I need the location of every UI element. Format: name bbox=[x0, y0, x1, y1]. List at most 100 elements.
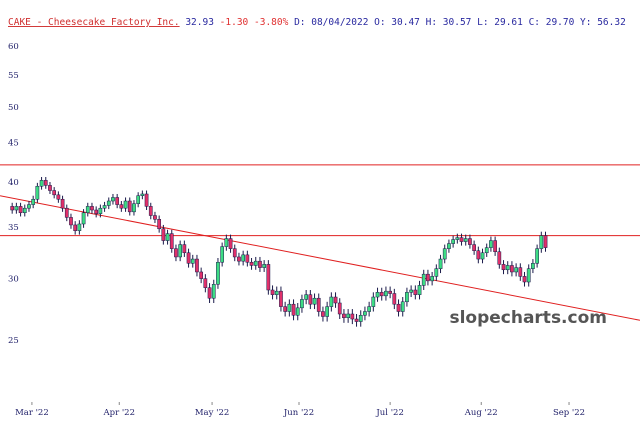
candle-body bbox=[438, 258, 443, 269]
candle-body bbox=[426, 273, 430, 282]
candle-body bbox=[119, 204, 124, 209]
candle-body bbox=[337, 302, 342, 315]
x-tick-label: Apr '22 bbox=[103, 408, 136, 418]
candle-body bbox=[203, 278, 208, 288]
candle-body bbox=[245, 254, 250, 263]
candle-body bbox=[69, 217, 73, 226]
candle-body bbox=[232, 248, 237, 258]
candle-body bbox=[274, 290, 279, 295]
candle-body bbox=[430, 276, 434, 282]
candle-body bbox=[279, 290, 283, 307]
candle-body bbox=[253, 260, 258, 266]
candle-body bbox=[258, 260, 262, 268]
candle-body bbox=[497, 251, 502, 265]
candle-body bbox=[85, 206, 90, 214]
trend-line bbox=[0, 195, 640, 321]
candle-body bbox=[371, 296, 376, 307]
candle-body bbox=[10, 206, 15, 211]
candle-body bbox=[367, 306, 371, 312]
candle-body bbox=[363, 311, 367, 316]
change-pct: -3.80% bbox=[254, 17, 289, 28]
candle-body bbox=[518, 267, 523, 277]
candle-body bbox=[35, 185, 40, 200]
candle-body bbox=[56, 194, 61, 200]
candle-body bbox=[421, 273, 426, 286]
y-tick-label: 45 bbox=[8, 138, 19, 148]
candle-body bbox=[434, 268, 439, 277]
ticker[interactable]: CAKE - Cheesecake Factory Inc. bbox=[8, 17, 180, 28]
watermark: slopecharts.com bbox=[449, 308, 607, 328]
candle-body bbox=[144, 193, 149, 207]
candle-body bbox=[207, 287, 212, 299]
candle-body bbox=[127, 200, 132, 213]
candle-body bbox=[354, 318, 359, 322]
candle-body bbox=[535, 248, 539, 264]
candle-body bbox=[157, 219, 162, 230]
x-tick-label: Jul '22 bbox=[375, 408, 403, 418]
candle-body bbox=[18, 206, 23, 214]
candle-body bbox=[270, 289, 275, 295]
y-tick-label: 50 bbox=[8, 103, 19, 113]
candle-body bbox=[312, 297, 317, 305]
candle-body bbox=[325, 306, 329, 317]
candle-body bbox=[531, 263, 535, 269]
candle-body bbox=[489, 240, 493, 248]
candle-body bbox=[304, 294, 308, 300]
candle-body bbox=[60, 198, 65, 209]
candle-body bbox=[73, 224, 78, 231]
candle-body bbox=[174, 248, 178, 258]
candle-body bbox=[190, 258, 195, 264]
candle-body bbox=[505, 265, 510, 271]
candle-body bbox=[350, 313, 355, 320]
candle-body bbox=[237, 256, 241, 262]
y-tick-label: 40 bbox=[8, 178, 19, 188]
candle-body bbox=[539, 235, 544, 249]
candle-body bbox=[468, 238, 472, 245]
price: 32.93 bbox=[185, 17, 214, 28]
candle-body bbox=[396, 303, 401, 312]
x-tick-label: May '22 bbox=[195, 408, 229, 418]
candle-body bbox=[342, 313, 346, 319]
candle-body bbox=[384, 290, 388, 297]
candle-body bbox=[115, 197, 120, 205]
candle-body bbox=[228, 238, 233, 249]
candle-body bbox=[413, 289, 418, 295]
candle-body bbox=[451, 239, 455, 244]
candle-body bbox=[300, 299, 304, 309]
candle-body bbox=[94, 209, 99, 214]
candle-body bbox=[216, 261, 220, 285]
candle-body bbox=[81, 212, 86, 225]
candle-body bbox=[459, 237, 464, 242]
change: -1.30 bbox=[220, 17, 249, 28]
candle-body bbox=[64, 207, 69, 218]
candle-body bbox=[123, 200, 128, 209]
candle-body bbox=[182, 244, 187, 254]
candle-body bbox=[493, 240, 497, 252]
candle-body bbox=[132, 203, 136, 213]
plot: 25 30 35 40 45 50 55 60 Mar '22 Apr '22 May '22 Jun… bbox=[0, 42, 640, 418]
candle-body bbox=[463, 238, 468, 242]
y-tick-label: 35 bbox=[8, 223, 19, 233]
candle-body bbox=[39, 180, 44, 187]
candle-body bbox=[308, 294, 313, 305]
candle-body bbox=[333, 296, 338, 304]
candle-body bbox=[295, 307, 300, 316]
y-tick-label: 60 bbox=[8, 42, 19, 52]
candle-body bbox=[476, 250, 481, 260]
candle-body bbox=[98, 207, 103, 214]
candle-body bbox=[48, 185, 52, 191]
candle-body bbox=[522, 276, 527, 283]
candle-body bbox=[442, 248, 447, 260]
candle-body bbox=[514, 267, 518, 273]
candle-body bbox=[405, 292, 409, 303]
candle-body bbox=[111, 197, 115, 202]
candle-body bbox=[241, 254, 245, 262]
candle-body bbox=[262, 264, 266, 268]
candle-body bbox=[392, 293, 397, 305]
candle-body bbox=[90, 206, 94, 211]
candle-body bbox=[321, 311, 325, 317]
candle-body bbox=[102, 205, 107, 209]
candle-body bbox=[417, 285, 422, 295]
candle-body bbox=[291, 303, 296, 316]
